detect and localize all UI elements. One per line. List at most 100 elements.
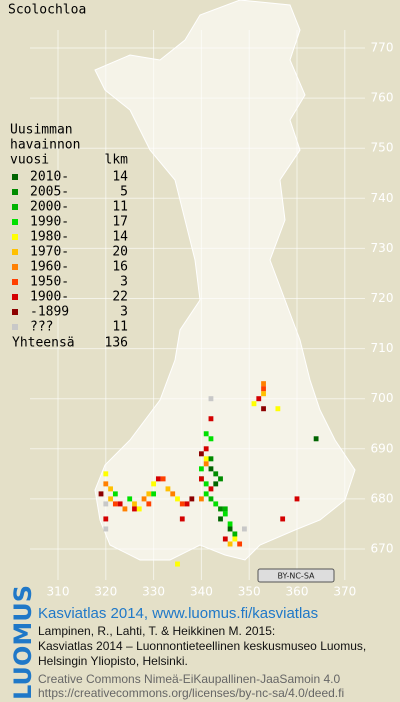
occurrence [203, 456, 209, 462]
occurrence [151, 481, 156, 487]
occurrence [251, 401, 257, 407]
occurrence [256, 396, 262, 402]
occurrence [199, 496, 204, 502]
occurrence [208, 486, 214, 492]
occurrence [184, 501, 190, 507]
occurrence [165, 486, 171, 492]
legend-label: 1960- [30, 260, 69, 275]
y-tick-label: 720 [371, 291, 394, 305]
occurrence [208, 456, 214, 462]
legend-swatch [12, 309, 18, 315]
occurrence [208, 466, 214, 472]
occurrence [98, 491, 104, 497]
legend-heading: havainnon [10, 138, 80, 153]
legend-label: 2010- [30, 170, 69, 185]
legend-swatch [12, 249, 18, 255]
occurrence [203, 481, 209, 487]
legend-swatch [12, 324, 18, 330]
x-tick-label: 370 [333, 585, 356, 599]
legend-swatch [12, 219, 18, 225]
citation: Helsingin Yliopisto, Helsinki. [38, 654, 188, 668]
legend-count: 3 [120, 305, 128, 320]
occurrence [132, 506, 137, 512]
occurrence [155, 476, 161, 482]
occurrence [189, 496, 195, 502]
occurrence [103, 481, 109, 487]
legend-swatch [12, 264, 18, 270]
occurrence [103, 516, 109, 522]
legend-swatch [12, 189, 18, 195]
legend-label: 1980- [30, 230, 69, 245]
occurrence [151, 491, 156, 497]
y-tick-label: 680 [371, 491, 394, 505]
occurrence [179, 516, 185, 522]
legend-count-heading: lkm [105, 153, 129, 168]
legend-heading: vuosi [10, 153, 49, 168]
occurrence [222, 511, 228, 517]
occurrence [203, 446, 209, 452]
y-tick-label: 760 [371, 91, 394, 105]
occurrence [313, 436, 319, 442]
occurrence [103, 471, 109, 477]
footer-heading: Kasviatlas 2014, www.luomus.fi/kasviatla… [38, 605, 318, 622]
occurrence [170, 491, 176, 497]
occurrence [275, 406, 281, 412]
legend-label: 1900- [30, 290, 69, 305]
occurrence [227, 521, 233, 527]
occurrence [203, 491, 209, 497]
occurrence [222, 536, 228, 542]
y-tick-label: 710 [371, 341, 394, 355]
occurrence [141, 496, 147, 502]
occurrence [227, 526, 233, 532]
cc-badge-text: BY-NC-SA [277, 572, 315, 581]
occurrence [199, 451, 204, 457]
license: Creative Commons Nimeä-EiKaupallinen-Jaa… [38, 672, 340, 686]
legend-count: 20 [112, 245, 128, 260]
legend-count: 14 [112, 170, 128, 185]
occurrence [127, 496, 133, 502]
occurrence [261, 406, 266, 412]
citation: Lampinen, R., Lahti, T. & Heikkinen M. 2… [38, 624, 275, 638]
occurrence [227, 541, 233, 547]
occurrence [179, 501, 185, 507]
logo: LUOMUS [9, 585, 37, 700]
legend-label: -1899 [30, 305, 69, 320]
legend-count: 16 [112, 260, 128, 275]
occurrence [146, 491, 152, 497]
legend-label: 1950- [30, 275, 69, 290]
occurrence [208, 436, 214, 442]
occurrence [280, 516, 286, 522]
occurrence [146, 501, 152, 507]
legend-count: 11 [112, 200, 128, 215]
species-title: Scolochloa [8, 3, 86, 18]
legend-count: 17 [112, 215, 128, 230]
occurrence [208, 396, 214, 402]
finland [94, 0, 356, 561]
occurrence [208, 416, 214, 422]
y-tick-label: 740 [371, 191, 394, 205]
occurrence [112, 501, 118, 507]
occurrence [108, 486, 113, 492]
occurrence [175, 561, 180, 567]
x-tick-label: 310 [47, 585, 70, 599]
y-tick-label: 730 [371, 241, 394, 255]
legend-label: 1990- [30, 215, 69, 230]
y-tick-label: 690 [371, 441, 394, 455]
occurrence [199, 466, 204, 472]
x-tick-label: 330 [142, 585, 165, 599]
occurrence [218, 516, 223, 522]
occurrence [103, 501, 109, 507]
y-tick-label: 750 [371, 141, 394, 155]
occurrence [122, 506, 128, 512]
occurrence [213, 481, 219, 487]
legend-label: 1970- [30, 245, 69, 260]
occurrence [218, 476, 223, 482]
occurrence [261, 391, 266, 397]
legend-count: 3 [120, 275, 128, 290]
total-count: 136 [105, 336, 128, 351]
occurrence [160, 476, 166, 482]
occurrence [242, 526, 247, 532]
occurrence [199, 476, 204, 482]
legend-label: 2005- [30, 185, 69, 200]
